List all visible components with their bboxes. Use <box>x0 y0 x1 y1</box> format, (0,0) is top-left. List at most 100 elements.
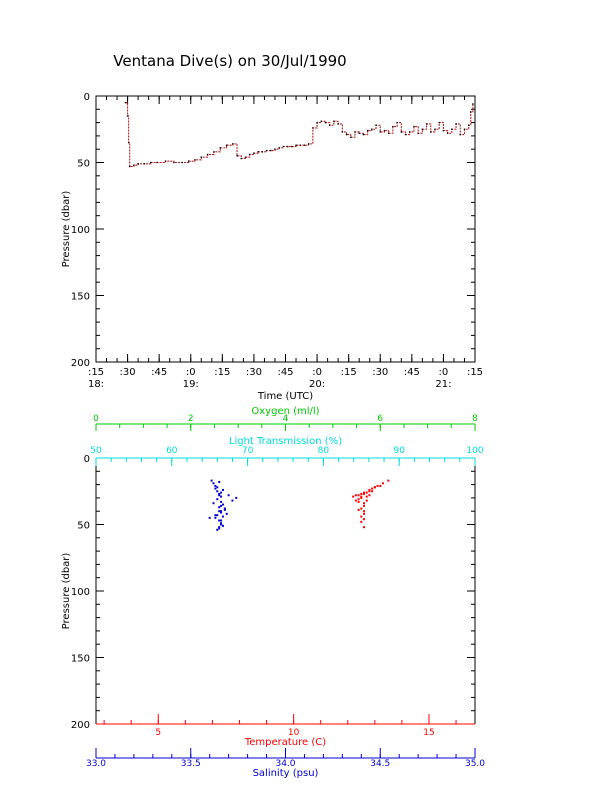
depth-trace-point <box>438 121 440 124</box>
depth-trace-point <box>257 151 259 153</box>
depth-trace-point <box>126 115 129 117</box>
temperature-point <box>363 504 366 507</box>
depth-trace-point <box>150 161 152 164</box>
top-x-tick-label: :0 <box>186 367 196 378</box>
salinity-point <box>220 519 223 522</box>
depth-trace-point <box>316 121 318 124</box>
oxygen-tick-label: 0 <box>93 414 99 424</box>
bottom-y-tick-label: 0 <box>84 454 90 465</box>
oxygen-axis-title: Oxygen (ml/l) <box>251 406 319 417</box>
depth-trace-point <box>430 131 432 133</box>
depth-trace-point <box>451 128 453 130</box>
temperature-point <box>360 495 363 498</box>
temperature-point <box>379 484 382 487</box>
salinity-point <box>218 526 221 529</box>
depth-trace-point <box>345 133 348 136</box>
temperature-point <box>360 496 363 499</box>
temperature-point <box>360 492 363 495</box>
depth-trace-point <box>350 136 352 138</box>
depth-trace-point <box>470 111 472 113</box>
temperature-point <box>360 507 363 510</box>
depth-trace-point <box>467 124 470 126</box>
depth-trace-point <box>181 161 184 164</box>
salinity-tick-label: 35.0 <box>465 759 485 769</box>
salinity-tick-label: 34.5 <box>370 759 390 769</box>
temperature-point <box>357 508 360 511</box>
salinity-point <box>216 486 219 489</box>
temperature-point <box>363 518 366 521</box>
depth-trace-point <box>434 128 436 130</box>
top-x-tick-label: :45 <box>404 367 420 378</box>
transmission-tick-label: 90 <box>393 446 405 456</box>
temperature-point <box>371 490 374 493</box>
salinity-point <box>220 510 223 513</box>
temperature-tick-label: 10 <box>288 728 300 738</box>
depth-trace-point <box>459 133 461 136</box>
salinity-point <box>214 516 217 519</box>
salinity-point <box>218 506 221 509</box>
oxygen-tick-label: 8 <box>472 414 478 424</box>
temperature-point <box>363 526 366 529</box>
depth-trace-point <box>362 133 365 136</box>
depth-trace-point <box>320 120 322 122</box>
depth-trace-point <box>404 133 407 136</box>
depth-trace-point <box>409 131 411 133</box>
salinity-point <box>216 528 219 531</box>
depth-trace-point <box>379 131 381 133</box>
salinity-point <box>220 523 223 526</box>
temperature-point <box>357 494 360 497</box>
temperature-point <box>368 494 371 497</box>
temperature-tick-label: 15 <box>423 728 434 738</box>
temperature-point <box>365 491 368 494</box>
depth-trace-line <box>125 102 474 168</box>
salinity-point <box>212 482 215 485</box>
temperature-point <box>365 499 368 502</box>
top-x-tick-label: :15 <box>214 367 230 378</box>
depth-trace-point <box>274 148 276 150</box>
top-y-tick-label: 100 <box>71 225 90 236</box>
salinity-point <box>223 508 226 511</box>
depth-trace-point <box>442 129 445 132</box>
salinity-point <box>221 524 224 527</box>
salinity-point <box>221 515 224 518</box>
temperature-point <box>373 486 376 489</box>
salinity-tick-label: 33.0 <box>86 759 106 769</box>
depth-trace-point <box>200 156 202 158</box>
transmission-axis-title: Light Transmission (%) <box>229 436 342 447</box>
depth-trace-point <box>307 143 310 145</box>
oxygen-tick-label: 2 <box>188 414 194 424</box>
salinity-point <box>221 488 224 491</box>
depth-trace-point <box>173 161 175 164</box>
depth-trace-point <box>213 151 215 153</box>
salinity-point <box>214 484 217 487</box>
top-x-tick-label: :45 <box>151 367 167 378</box>
depth-trace-point <box>225 144 228 146</box>
top-x-tick-label: :15 <box>341 367 357 378</box>
depth-trace-point <box>392 125 394 128</box>
temperature-point <box>365 495 368 498</box>
temperature-point <box>354 499 357 502</box>
salinity-point <box>218 494 221 497</box>
salinity-point <box>220 491 223 494</box>
depth-trace-point <box>164 160 167 162</box>
depth-trace-point <box>299 144 301 146</box>
salinity-point <box>220 511 223 514</box>
depth-trace-point <box>124 101 127 104</box>
top-x-hour-label: 21: <box>435 379 451 390</box>
transmission-tick-label: 80 <box>318 446 330 456</box>
depth-trace-point <box>219 147 221 149</box>
depth-trace-point <box>249 153 251 156</box>
salinity-point <box>223 507 226 510</box>
depth-trace-point <box>341 131 344 133</box>
salinity-point <box>208 516 211 519</box>
depth-trace-point <box>232 143 234 145</box>
depth-trace-point <box>463 128 466 130</box>
depth-trace-point <box>421 128 424 130</box>
depth-trace-point <box>156 161 158 164</box>
depth-trace-point <box>240 157 242 160</box>
depth-trace-point <box>265 149 268 152</box>
bottom-y-tick-label: 50 <box>77 521 90 532</box>
temperature-point <box>357 500 360 503</box>
salinity-point <box>216 514 219 517</box>
depth-trace-point <box>417 132 419 134</box>
